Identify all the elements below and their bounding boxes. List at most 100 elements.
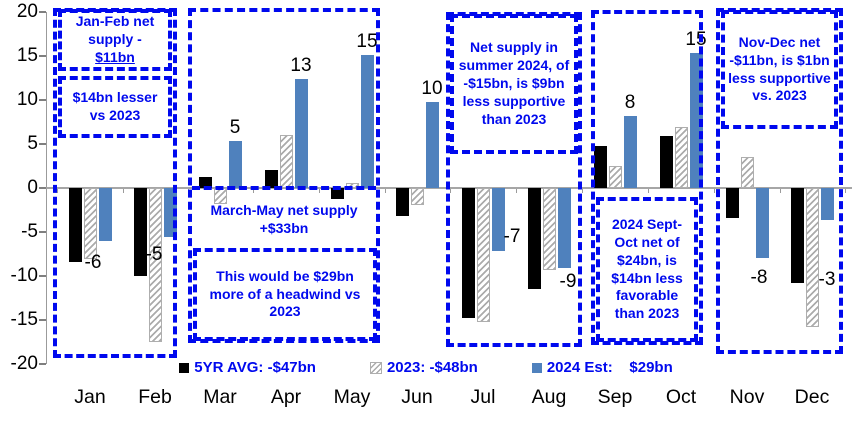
bar-dec-2023 bbox=[805, 188, 819, 328]
bar-jan-2024-est bbox=[98, 188, 112, 241]
y-axis-tick bbox=[39, 187, 46, 189]
y-axis-tick bbox=[39, 319, 46, 321]
x-axis-tick bbox=[582, 188, 584, 193]
y-axis-label--15: -15 bbox=[10, 309, 38, 330]
bar-jul-2023 bbox=[476, 188, 490, 322]
x-axis-label-feb: Feb bbox=[138, 386, 172, 408]
legend-item-2024-est: 2024 Est: $29bn bbox=[531, 359, 673, 376]
data-label-jun: 10 bbox=[421, 77, 443, 99]
bar-aug-2024-est bbox=[557, 188, 571, 269]
x-axis-label-apr: Apr bbox=[270, 386, 302, 408]
bar-dec-2024-est bbox=[820, 188, 834, 220]
bar-apr-5yr-avg bbox=[264, 170, 278, 188]
annotation-mar-may-net-supply: March-May net supply +$33bn bbox=[210, 202, 358, 236]
annotation-divider-line bbox=[192, 186, 376, 190]
data-label-nov: -8 bbox=[750, 267, 768, 289]
bar-sep-5yr-avg bbox=[593, 145, 607, 188]
y-axis-label-0: 0 bbox=[27, 177, 38, 198]
y-axis-tick bbox=[39, 11, 46, 13]
bar-oct-2023 bbox=[674, 127, 688, 188]
y-axis-label--20: -20 bbox=[10, 353, 38, 374]
x-axis-label-jul: Jul bbox=[470, 386, 496, 408]
legend: 5YR AVG: -$47bn 2023: -$48bn 2024 Est: $29… bbox=[0, 359, 852, 376]
legend-label-5yr-avg: 5YR AVG: -$47bn bbox=[194, 359, 316, 376]
bar-may-2024-est bbox=[360, 55, 374, 188]
bar-jan-2023 bbox=[83, 188, 97, 260]
x-axis-label-sep: Sep bbox=[597, 386, 633, 408]
annotation-nov-dec-net: Nov-Dec net -$11bn, is $1bn less support… bbox=[721, 10, 838, 129]
data-label-sep: 8 bbox=[624, 91, 636, 113]
y-axis-tick bbox=[39, 231, 46, 233]
bar-aug-2023 bbox=[542, 188, 556, 270]
y-axis-tick bbox=[39, 363, 46, 365]
y-axis-tick bbox=[39, 275, 46, 277]
bar-apr-2023 bbox=[279, 135, 293, 188]
x-axis-tick bbox=[450, 188, 452, 193]
x-axis-tick bbox=[57, 188, 59, 193]
data-label-feb: -5 bbox=[145, 244, 163, 266]
x-axis-tick bbox=[253, 188, 255, 193]
y-axis-label-20: 20 bbox=[16, 1, 38, 22]
x-axis-tick bbox=[648, 188, 650, 193]
x-axis-label-aug: Aug bbox=[531, 386, 567, 408]
x-axis-tick bbox=[516, 188, 518, 193]
data-label-mar: 5 bbox=[229, 117, 241, 139]
legend-swatch-2023 bbox=[369, 361, 382, 374]
bar-feb-2023 bbox=[148, 188, 162, 342]
legend-swatch-5yr-avg bbox=[179, 362, 190, 373]
bar-may-5yr-avg bbox=[330, 188, 344, 199]
bar-dec-5yr-avg bbox=[790, 188, 804, 284]
bar-jun-2023 bbox=[410, 188, 424, 205]
annotation-mar-may-vs-2023: This would be $29bn more of a headwind v… bbox=[193, 248, 377, 341]
bar-jun-2024-est bbox=[425, 101, 439, 188]
x-axis-label-mar: Mar bbox=[203, 386, 237, 408]
y-axis-label-15: 15 bbox=[16, 45, 38, 66]
x-axis-tick bbox=[319, 188, 321, 193]
bar-jun-5yr-avg bbox=[395, 188, 409, 217]
legend-item-2023: 2023: -$48bn bbox=[369, 359, 478, 376]
legend-item-5yr-avg: 5YR AVG: -$47bn bbox=[179, 359, 316, 376]
x-axis-label-oct: Oct bbox=[665, 386, 697, 408]
y-axis-label--5: -5 bbox=[21, 221, 38, 242]
legend-label-2024-est: 2024 Est: $29bn bbox=[546, 359, 673, 376]
data-label-jan: -6 bbox=[84, 251, 102, 273]
x-axis-tick bbox=[845, 188, 847, 193]
data-label-dec: -3 bbox=[818, 268, 836, 290]
annotation-text-underlined: $11bn bbox=[95, 48, 135, 65]
x-axis-tick bbox=[384, 188, 386, 193]
bar-oct-5yr-avg bbox=[659, 136, 673, 188]
annotation-jan-feb-net-supply: Jan-Feb net supply - $11bn bbox=[58, 9, 172, 71]
data-label-jul: -7 bbox=[503, 226, 521, 248]
x-axis-tick bbox=[779, 188, 781, 193]
annotation-jan-feb-vs-2023: $14bn lesser vs 2023 bbox=[58, 76, 172, 138]
bar-nov-2024-est bbox=[755, 188, 769, 259]
bar-sep-2023 bbox=[608, 166, 622, 188]
bar-mar-2023 bbox=[213, 188, 227, 204]
annotation-summer-net-supply: Net supply in summer 2024, of -$15bn, is… bbox=[450, 14, 578, 154]
bar-apr-2024-est bbox=[294, 78, 308, 188]
bar-mar-2024-est bbox=[228, 141, 242, 188]
x-axis-label-dec: Dec bbox=[794, 386, 830, 408]
x-axis-tick bbox=[122, 188, 124, 193]
x-axis-label-jan: Jan bbox=[74, 386, 106, 408]
bar-aug-5yr-avg bbox=[527, 188, 541, 290]
x-axis-tick bbox=[714, 188, 716, 193]
legend-swatch-2024-est bbox=[531, 362, 542, 373]
bar-jul-2024-est bbox=[491, 188, 505, 252]
bar-jul-5yr-avg bbox=[461, 188, 475, 319]
x-axis-label-may: May bbox=[333, 386, 371, 408]
bar-sep-2024-est bbox=[623, 115, 637, 188]
data-label-aug: -9 bbox=[559, 271, 577, 293]
annotation-box-sep-oct-outer bbox=[591, 10, 703, 345]
y-axis-tick bbox=[39, 55, 46, 57]
y-axis-tick bbox=[39, 143, 46, 145]
bar-nov-5yr-avg bbox=[725, 188, 739, 218]
data-label-apr: 13 bbox=[290, 54, 312, 76]
data-label-may: 15 bbox=[356, 31, 378, 53]
y-axis-tick bbox=[39, 99, 46, 101]
annotation-box-mar-may-outer bbox=[188, 8, 380, 343]
bar-mar-5yr-avg bbox=[198, 176, 212, 188]
annotation-text: Jan-Feb net supply - bbox=[75, 13, 155, 48]
bar-feb-5yr-avg bbox=[133, 188, 147, 276]
